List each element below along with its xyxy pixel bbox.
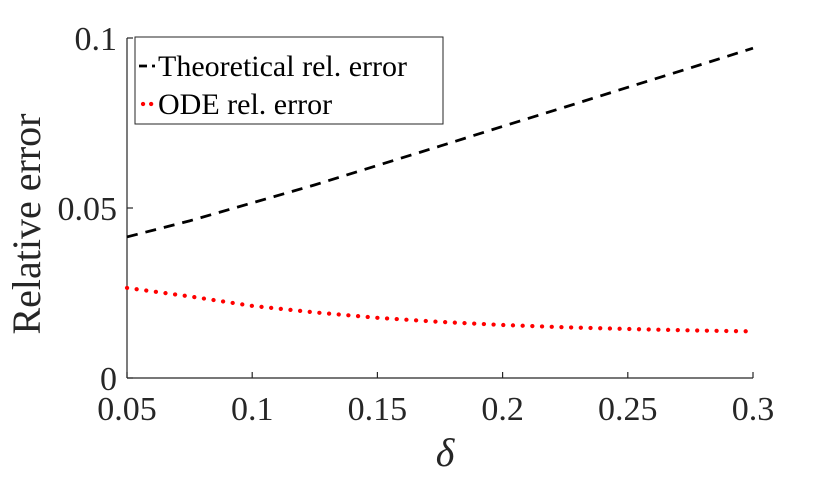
legend-label-1: ODE rel. error — [158, 88, 332, 121]
y-tick-label-1: 0.05 — [58, 191, 118, 228]
y-axis-label: Relative error — [4, 114, 49, 335]
x-axis-label: δ — [436, 430, 456, 475]
y-tick-label-0: 0 — [100, 361, 117, 398]
x-tick-label-3: 0.2 — [481, 391, 524, 428]
series-line-1 — [124, 285, 756, 334]
x-tick-label-5: 0.3 — [732, 391, 775, 428]
x-tick-label-0: 0.05 — [97, 391, 157, 428]
axes: 0.05 0.1 0.15 0.2 0.25 0.300.050.1 — [58, 21, 775, 428]
series-layer — [124, 46, 756, 334]
legend: Theoretical rel. error ODE rel. error — [134, 36, 444, 125]
x-tick-label-4: 0.25 — [598, 391, 658, 428]
legend-label-0: Theoretical rel. error — [158, 50, 407, 83]
y-tick-label-2: 0.1 — [75, 21, 118, 58]
series-line-0 — [126, 46, 754, 239]
x-tick-label-1: 0.1 — [231, 391, 274, 428]
legend-box — [134, 36, 444, 125]
x-tick-label-2: 0.15 — [348, 391, 408, 428]
